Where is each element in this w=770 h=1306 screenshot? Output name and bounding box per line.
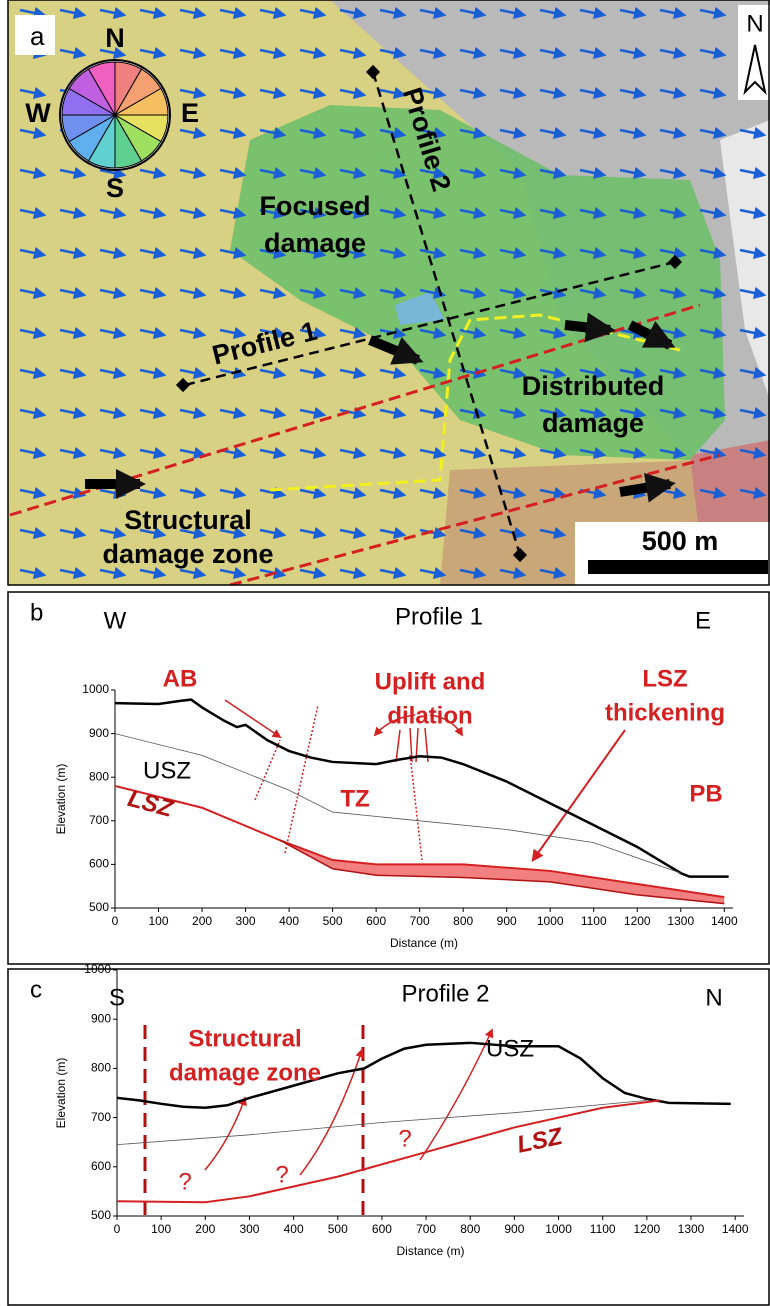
annotation: Uplift and: [375, 668, 486, 695]
y-tick-label: 900: [89, 726, 109, 740]
y-tick-label: 900: [91, 1011, 111, 1025]
x-tick-label: 400: [279, 914, 299, 928]
profile-2-decor: [145, 1025, 492, 1216]
y-tick-label: 800: [89, 769, 109, 783]
x-tick-label: 500: [323, 914, 343, 928]
compass-label: S: [106, 173, 124, 203]
annotation: ?: [398, 1125, 411, 1152]
x-tick-label: 1300: [678, 1222, 705, 1236]
x-tick-label: 900: [497, 914, 517, 928]
y-tick-label: 500: [91, 1208, 111, 1222]
panel-border: [8, 969, 769, 1305]
y-tick-label: 600: [91, 1159, 111, 1173]
chart-title: Profile 1: [395, 603, 483, 630]
y-tick-label: 1000: [82, 682, 109, 696]
direction-label: N: [705, 984, 722, 1011]
y-tick-label: 1000: [84, 962, 111, 976]
compass-label: W: [25, 98, 51, 128]
compass-label: N: [105, 23, 125, 53]
page: {"map": {"panel_label": "a", "compass": …: [0, 0, 770, 1306]
annotation: dilation: [387, 702, 472, 729]
y-tick-label: 700: [89, 813, 109, 827]
map-label: damage: [264, 228, 366, 258]
x-tick-label: 200: [195, 1222, 215, 1236]
x-tick-label: 1200: [624, 914, 651, 928]
x-tick-label: 600: [366, 914, 386, 928]
compass-label: E: [181, 98, 199, 128]
map-label: Distributed: [522, 371, 665, 401]
y-tick-label: 500: [89, 900, 109, 914]
movement-arrow: [565, 325, 610, 330]
map-panel: a N W E S Focused damage Profile 2 Profi…: [8, 0, 770, 585]
x-tick-label: 500: [328, 1222, 348, 1236]
annotation: ?: [275, 1161, 288, 1188]
x-tick-label: 1400: [711, 914, 738, 928]
profile-line: [115, 734, 681, 874]
y-axis-label: Elevation (m): [54, 764, 68, 835]
panel-label: c: [30, 976, 42, 1003]
scale-bar: [588, 560, 768, 574]
chart-title: Profile 2: [401, 980, 489, 1007]
y-tick-label: 800: [91, 1061, 111, 1075]
direction-label: E: [695, 607, 711, 634]
profile-line: [115, 786, 724, 897]
annotation: thickening: [605, 699, 725, 726]
x-axis-label: Distance (m): [396, 1244, 464, 1258]
annotation: Structural: [188, 1025, 301, 1052]
scale-bar-label: 500 m: [642, 526, 719, 556]
y-axis-label: Elevation (m): [54, 1058, 68, 1129]
panel-label: b: [30, 599, 43, 626]
annotation: LSZ: [515, 1123, 566, 1159]
map-label: Structural: [124, 505, 252, 535]
panel-label: a: [30, 21, 45, 51]
x-tick-label: 300: [236, 914, 256, 928]
x-tick-label: 400: [284, 1222, 304, 1236]
x-axis-label: Distance (m): [390, 936, 458, 950]
annotation: PB: [689, 780, 722, 807]
y-tick-label: 600: [89, 857, 109, 871]
x-tick-label: 600: [372, 1222, 392, 1236]
x-tick-label: 700: [416, 1222, 436, 1236]
x-tick-label: 1400: [722, 1222, 749, 1236]
annotation: ?: [178, 1168, 191, 1195]
x-tick-label: 800: [460, 1222, 480, 1236]
figure: a N W E S Focused damage Profile 2 Profi…: [0, 0, 770, 1306]
x-tick-label: 100: [149, 914, 169, 928]
lsz-thickening-fill: [280, 840, 724, 903]
annotation: LSZ: [642, 665, 687, 692]
x-tick-label: 1300: [667, 914, 694, 928]
x-tick-label: 100: [151, 1222, 171, 1236]
x-tick-label: 700: [410, 914, 430, 928]
compass-slices: [62, 62, 168, 168]
map-label: damage zone: [102, 539, 273, 569]
map-label: Focused: [259, 191, 370, 221]
x-tick-label: 0: [114, 1222, 121, 1236]
x-tick-label: 1000: [545, 1222, 572, 1236]
x-tick-label: 900: [504, 1222, 524, 1236]
annotation: USZ: [486, 1035, 534, 1062]
direction-label: W: [104, 607, 127, 634]
x-tick-label: 1200: [634, 1222, 661, 1236]
x-tick-label: 800: [453, 914, 473, 928]
x-tick-label: 1100: [590, 1222, 616, 1236]
x-tick-label: 0: [112, 914, 119, 928]
annotation: damage zone: [169, 1059, 321, 1086]
north-arrow-label: N: [746, 10, 763, 37]
annotation: LSZ: [125, 785, 177, 823]
y-tick-label: 700: [91, 1110, 111, 1124]
map-label: damage: [542, 408, 644, 438]
annotation: TZ: [340, 785, 369, 812]
x-tick-label: 1000: [537, 914, 564, 928]
profile-line: [117, 1100, 660, 1202]
x-tick-label: 1100: [581, 914, 607, 928]
annotation: AB: [163, 665, 198, 692]
x-tick-label: 200: [192, 914, 212, 928]
annotation: USZ: [143, 757, 191, 784]
x-tick-label: 300: [239, 1222, 259, 1236]
